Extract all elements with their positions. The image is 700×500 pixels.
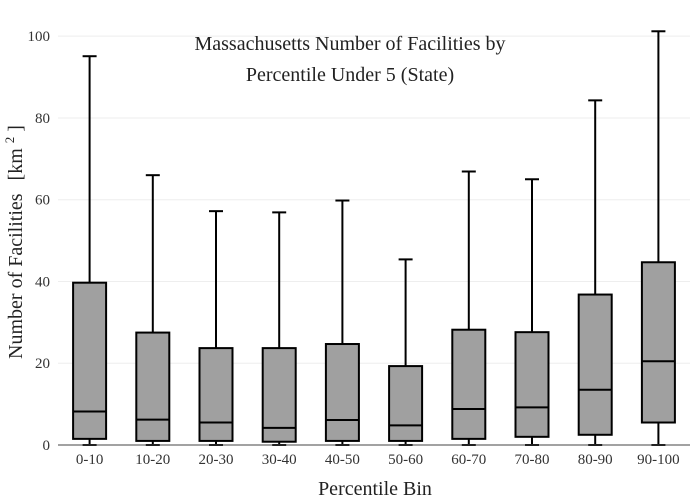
- box-30-40: [261, 211, 297, 446]
- box-20-30: [198, 210, 234, 446]
- tick-labels: 0 20 40 60 80 100 0-10 10-20 20-30 30-40 40-50 50-6…: [28, 29, 680, 468]
- box-iqr: [324, 343, 360, 442]
- box-iqr: [514, 331, 550, 438]
- x-tick-label: 0-10: [76, 452, 104, 468]
- y-tick-label: 80: [35, 111, 50, 127]
- box-iqr: [451, 328, 487, 440]
- x-tick-label: 80-90: [578, 452, 613, 468]
- x-tick-label: 50-60: [388, 452, 423, 468]
- box-0-10: [72, 55, 108, 446]
- box-iqr: [135, 331, 171, 442]
- y-axis-title-main: Number of Facilities: [5, 193, 27, 359]
- y-tick-label: 40: [35, 274, 50, 290]
- y-axis-title: Number of Facilities [km 2 ]: [0, 125, 27, 359]
- box-iqr: [198, 347, 234, 442]
- chart-title-line-1: Massachusetts Number of Facilities by: [194, 33, 505, 55]
- chart-title-line-2: Percentile Under 5 (State): [246, 64, 454, 86]
- x-tick-label: 70-80: [515, 452, 550, 468]
- box-10-20: [135, 174, 171, 446]
- box-90-100: [640, 30, 676, 446]
- box-iqr: [577, 293, 613, 436]
- x-tick-label: 20-30: [199, 452, 234, 468]
- x-tick-label: 60-70: [451, 452, 486, 468]
- y-tick-label: 100: [28, 29, 51, 45]
- x-tick-label: 10-20: [135, 452, 170, 468]
- y-axis-title-unit-superscript: 2: [2, 137, 17, 144]
- x-axis-title: Percentile Bin: [318, 478, 432, 500]
- box-iqr: [640, 261, 676, 424]
- x-tick-label: 40-50: [325, 452, 360, 468]
- box-iqr: [72, 281, 108, 440]
- box-40-50: [324, 199, 360, 446]
- boxes: [72, 30, 676, 446]
- box-60-70: [451, 170, 487, 446]
- box-80-90: [577, 99, 613, 446]
- box-iqr: [388, 365, 424, 442]
- y-tick-label: 20: [35, 356, 50, 372]
- y-axis-title-unit: [km: [5, 148, 27, 181]
- box-50-60: [388, 258, 424, 446]
- y-axis-title-unit-close: ]: [5, 125, 27, 132]
- y-tick-label: 60: [35, 193, 50, 209]
- x-tick-label: 90-100: [637, 452, 680, 468]
- y-tick-label: 0: [43, 438, 51, 454]
- box-iqr: [261, 347, 297, 443]
- box-70-80: [514, 178, 550, 446]
- x-tick-label: 30-40: [262, 452, 297, 468]
